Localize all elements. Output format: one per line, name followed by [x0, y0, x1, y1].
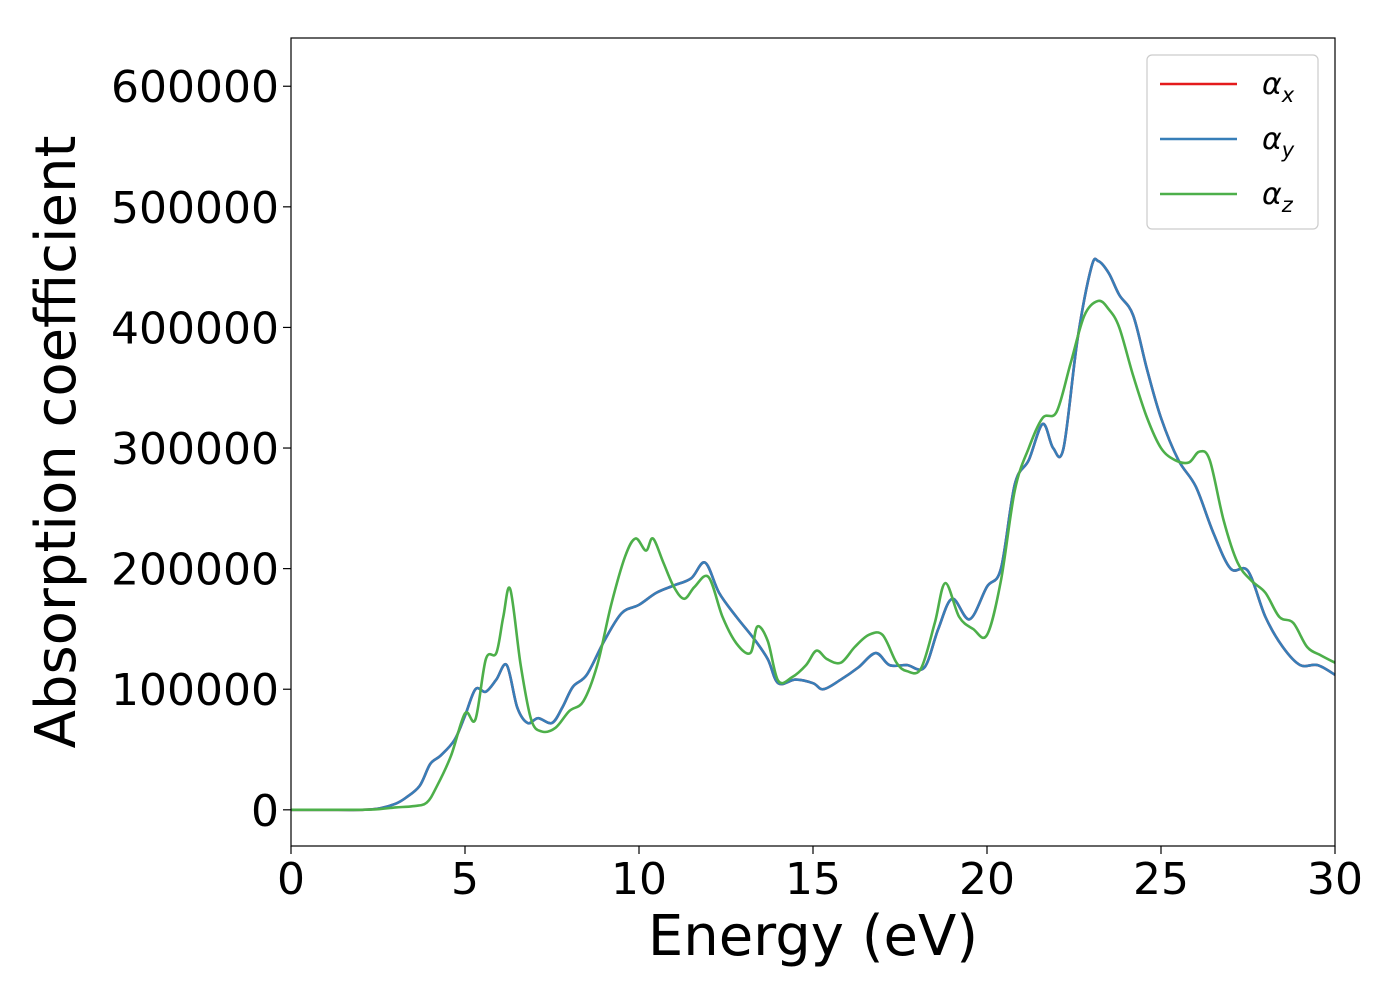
x-tick-label: 5: [451, 854, 479, 905]
x-tick-label: 10: [611, 854, 667, 905]
y-axis: 0 100000 200000 300000 400000 500000 600000: [111, 62, 291, 837]
legend-label-base: α: [1262, 122, 1282, 157]
y-tick-label: 200000: [111, 545, 279, 596]
y-tick-label: 300000: [111, 424, 279, 475]
legend-label-subscript: z: [1281, 193, 1294, 217]
x-tick-label: 0: [277, 854, 305, 905]
y-tick-label: 500000: [111, 183, 279, 234]
x-tick-label: 25: [1133, 854, 1189, 905]
series-line-3: [291, 299, 1336, 812]
y-tick-label: 100000: [111, 665, 279, 716]
y-tick-label: 0: [251, 786, 279, 837]
legend-label: αx: [1262, 67, 1295, 107]
legend-label-subscript: x: [1281, 83, 1295, 107]
x-axis: 0 5 10 15 20 25 30: [277, 846, 1363, 905]
x-tick-label: 20: [959, 854, 1015, 905]
legend-label-base: α: [1262, 177, 1282, 212]
legend-label-subscript: y: [1281, 138, 1295, 162]
x-tick-label: 30: [1307, 854, 1363, 905]
legend-label: αz: [1262, 177, 1294, 217]
series-line-2: [291, 257, 1336, 812]
legend-box: [1146, 54, 1319, 230]
x-tick-label: 15: [785, 854, 841, 905]
legend-label: αy: [1262, 122, 1295, 162]
series-layer: [291, 257, 1336, 812]
y-tick-label: 400000: [111, 303, 279, 354]
y-axis-title: Absorption coefficient: [24, 136, 89, 749]
legend-label-base: α: [1262, 67, 1282, 102]
y-tick-label: 600000: [111, 62, 279, 113]
x-axis-title: Energy (eV): [648, 904, 978, 969]
